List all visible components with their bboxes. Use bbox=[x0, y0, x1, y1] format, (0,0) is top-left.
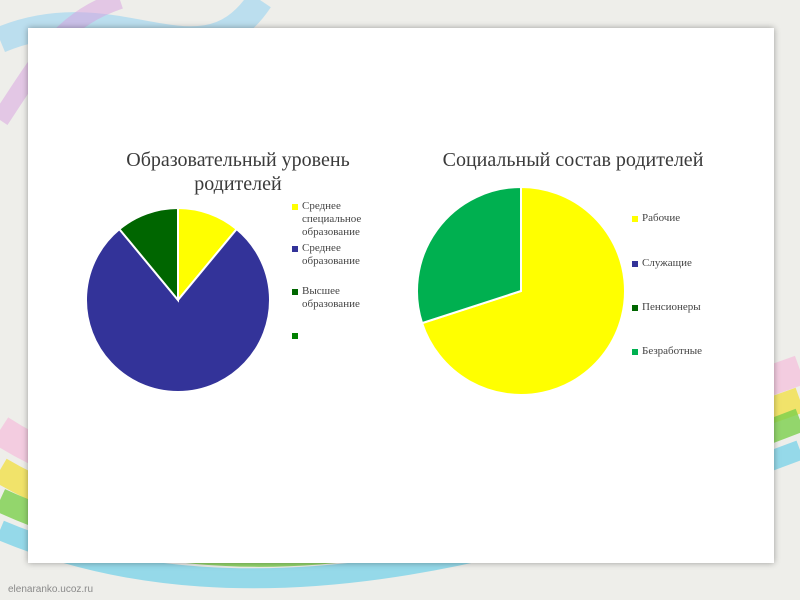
chart-2-legend-item-2: Служащие bbox=[632, 257, 732, 270]
pie-slice-3 bbox=[117, 206, 179, 303]
legend-swatch bbox=[632, 305, 638, 311]
legend-swatch bbox=[292, 333, 298, 339]
legend-label: Пенсионеры bbox=[642, 301, 701, 313]
chart-1-legend-item-2: Среднее образование bbox=[292, 242, 382, 268]
site-url: elenaranko.ucoz.ru bbox=[8, 584, 94, 595]
legend-swatch bbox=[632, 349, 638, 355]
legend-swatch bbox=[292, 289, 298, 295]
pie-slice-2 bbox=[85, 227, 271, 393]
legend-label: Служащие bbox=[642, 257, 692, 269]
chart-2-legend-item-1: Рабочие bbox=[632, 212, 732, 225]
legend-swatch bbox=[292, 246, 298, 252]
chart-2-pie bbox=[416, 185, 626, 396]
chart-2-legend-item-4: Безработные bbox=[632, 345, 732, 358]
legend-swatch bbox=[292, 204, 298, 210]
legend-label: Высшее образование bbox=[302, 285, 360, 310]
legend-label: Рабочие bbox=[642, 212, 681, 224]
chart-2-title: Социальный состав родителей bbox=[442, 149, 704, 171]
chart-1-legend-item-1: Среднее специальное образование bbox=[292, 200, 382, 239]
pie-slice-4 bbox=[416, 185, 522, 325]
legend-swatch bbox=[632, 216, 638, 222]
chart-2-legend-item-3: Пенсионеры bbox=[632, 301, 732, 314]
legend-swatch bbox=[632, 261, 638, 267]
chart-1-legend-item-4 bbox=[292, 329, 382, 339]
legend-label: Безработные bbox=[642, 345, 702, 357]
pie-slice-1 bbox=[420, 185, 626, 396]
slide: Образовательный уровень родителей Средне… bbox=[28, 28, 774, 563]
chart-1-title: Образовательный уровень родителей bbox=[126, 149, 350, 195]
chart-1-pie bbox=[85, 206, 271, 393]
chart-1-legend-item-3: Высшее образование bbox=[292, 285, 382, 311]
legend-label: Среднее образование bbox=[302, 242, 360, 267]
legend-label: Среднее специальное образование bbox=[302, 200, 362, 238]
